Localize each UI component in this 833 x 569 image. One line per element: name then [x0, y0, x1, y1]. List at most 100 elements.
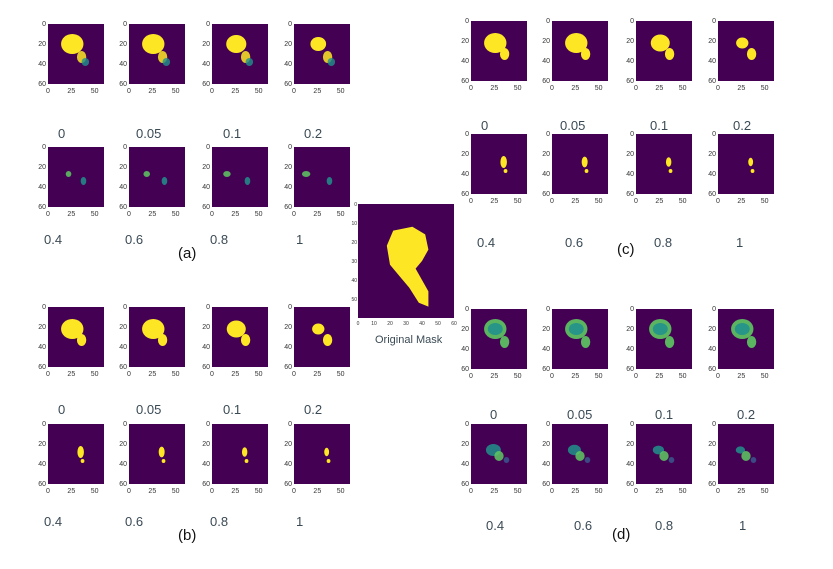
mask-blob: [750, 169, 755, 173]
y-tick-label: 60: [461, 78, 469, 85]
heatmap-background: [294, 307, 350, 367]
x-tick-label: 50: [679, 373, 687, 380]
y-tick-label: 20: [708, 151, 716, 158]
heatmap-background: [718, 309, 774, 369]
y-tick-label: 20: [461, 38, 469, 45]
x-tick-label: 25: [148, 88, 156, 95]
x-tick-label: 0: [550, 488, 554, 495]
x-tick-label: 0: [210, 211, 214, 218]
x-tick-label: 50: [337, 488, 345, 495]
mask-blob: [487, 323, 503, 335]
y-tick-label: 0: [630, 306, 634, 313]
x-tick-label: 0: [634, 373, 638, 380]
y-tick-label: 40: [284, 184, 292, 191]
y-tick-label: 40: [708, 346, 716, 353]
mask-blob: [143, 171, 150, 177]
x-tick-label: 25: [67, 211, 75, 218]
y-tick-label: 60: [284, 481, 292, 488]
x-tick-label: 20: [387, 321, 393, 327]
panel-label-d: (d): [612, 526, 631, 543]
mask-blob: [652, 323, 668, 335]
y-tick-label: 0: [712, 18, 716, 25]
y-tick-label: 0: [42, 421, 46, 428]
mask-blob: [580, 336, 591, 348]
caption-c-bottom-1: 0.4: [477, 235, 496, 250]
y-tick-label: 40: [626, 346, 634, 353]
y-tick-label: 0: [465, 18, 469, 25]
x-tick-label: 0: [716, 198, 720, 205]
y-tick-label: 30: [351, 259, 357, 265]
caption-d-top-1: 0: [490, 407, 498, 422]
mask-blob: [322, 334, 333, 346]
caption-c-bottom-4: 1: [736, 235, 744, 250]
mask-blob: [76, 334, 87, 346]
mask-blob: [484, 33, 507, 53]
y-tick-label: 20: [461, 441, 469, 448]
heatmap-background: [48, 147, 104, 207]
y-tick-label: 0: [465, 306, 469, 313]
y-tick-label: 50: [351, 297, 357, 303]
mask-blob: [668, 169, 673, 173]
caption-a-bottom-1: 0.4: [44, 232, 63, 247]
caption-b-bottom-4: 1: [296, 514, 304, 529]
x-tick-label: 25: [313, 88, 321, 95]
x-tick-label: 50: [514, 85, 522, 92]
x-tick-label: 25: [148, 371, 156, 378]
heatmap-background: [636, 309, 692, 369]
caption-a-top-1: 0: [58, 126, 66, 141]
x-tick-label: 25: [67, 371, 75, 378]
caption-c-top-1: 0: [481, 118, 489, 133]
x-tick-label: 50: [595, 85, 603, 92]
y-tick-label: 40: [119, 461, 127, 468]
x-tick-label: 60: [451, 321, 457, 327]
y-tick-label: 40: [542, 171, 550, 178]
x-tick-label: 25: [571, 198, 579, 205]
x-tick-label: 0: [716, 85, 720, 92]
x-tick-label: 25: [655, 373, 663, 380]
y-tick-label: 60: [284, 364, 292, 371]
y-tick-label: 0: [42, 304, 46, 311]
mask-blob: [162, 58, 171, 66]
y-tick-label: 40: [119, 61, 127, 68]
mask-blob: [746, 336, 757, 348]
x-tick-label: 50: [595, 488, 603, 495]
mask-blob: [664, 48, 675, 60]
y-tick-label: 0: [465, 421, 469, 428]
mask-blob: [326, 459, 331, 463]
y-tick-label: 60: [461, 366, 469, 373]
x-tick-label: 50: [435, 321, 441, 327]
y-tick-label: 20: [626, 38, 634, 45]
y-tick-label: 60: [38, 481, 46, 488]
x-tick-label: 25: [571, 488, 579, 495]
x-tick-label: 0: [469, 85, 473, 92]
y-tick-label: 0: [123, 144, 127, 151]
y-tick-label: 40: [202, 184, 210, 191]
x-tick-label: 0: [210, 88, 214, 95]
mask-blob: [734, 323, 750, 335]
y-tick-label: 60: [708, 481, 716, 488]
mask-blob: [245, 58, 254, 66]
y-tick-label: 40: [461, 171, 469, 178]
y-tick-label: 60: [542, 78, 550, 85]
panel-label-a: (a): [178, 245, 197, 262]
x-tick-label: 25: [313, 371, 321, 378]
y-tick-label: 20: [119, 441, 127, 448]
mask-blob: [565, 33, 588, 53]
x-tick-label: 0: [716, 373, 720, 380]
y-tick-label: 0: [546, 306, 550, 313]
x-tick-label: 40: [419, 321, 425, 327]
x-tick-label: 50: [761, 488, 769, 495]
y-tick-label: 40: [38, 344, 46, 351]
caption-d-bottom-1: 0.4: [486, 518, 505, 533]
mask-blob: [500, 156, 507, 168]
mask-blob: [310, 37, 327, 51]
